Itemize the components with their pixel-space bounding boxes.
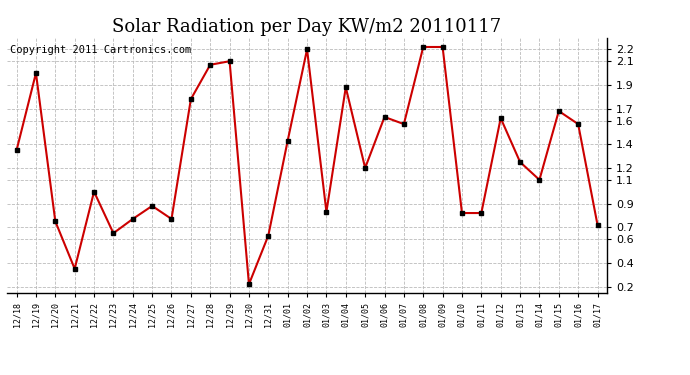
Text: Copyright 2011 Cartronics.com: Copyright 2011 Cartronics.com [10, 45, 191, 55]
Title: Solar Radiation per Day KW/m2 20110117: Solar Radiation per Day KW/m2 20110117 [112, 18, 502, 36]
